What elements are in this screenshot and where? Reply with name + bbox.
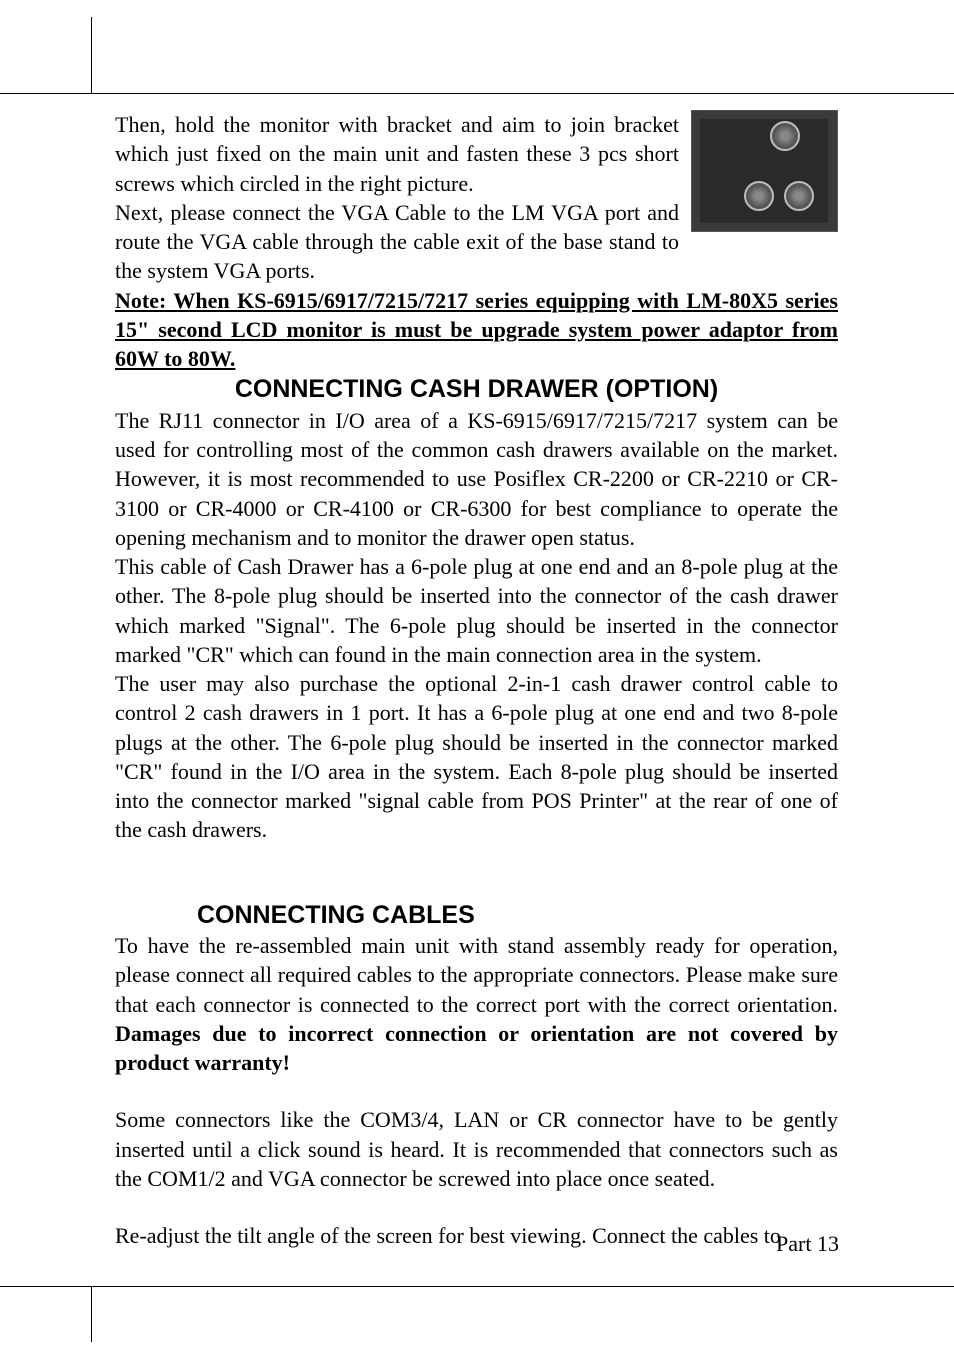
cables-paragraph-3: Re-adjust the tilt angle of the screen f… [115, 1221, 838, 1250]
power-adaptor-note: Note: When KS-6915/6917/7215/7217 series… [115, 286, 838, 374]
bracket-photo [691, 110, 838, 232]
heading-cash-drawer: CONNECTING CASH DRAWER (OPTION) [115, 373, 838, 406]
section-gap [115, 845, 838, 899]
screw-circle-2 [744, 181, 774, 211]
cables-paragraph-2: Some connectors like the COM3/4, LAN or … [115, 1105, 838, 1193]
bottom-vertical-stub [91, 1287, 92, 1342]
page-number: Part 13 [776, 1231, 839, 1257]
top-vertical-stub [91, 17, 92, 93]
paragraph-gap-1 [115, 1077, 838, 1105]
cash-drawer-paragraph-2: This cable of Cash Drawer has a 6-pole p… [115, 552, 838, 669]
cables-p1-text: To have the re-assembled main unit with … [115, 933, 838, 1017]
bottom-horizontal-rule [0, 1286, 954, 1287]
screw-circle-1 [770, 121, 800, 151]
cash-drawer-paragraph-1: The RJ11 connector in I/O area of a KS-6… [115, 406, 838, 552]
cables-paragraph-1: To have the re-assembled main unit with … [115, 931, 838, 1077]
cash-drawer-paragraph-3: The user may also purchase the optional … [115, 669, 838, 845]
paragraph-gap-2 [115, 1193, 838, 1221]
page: Then, hold the monitor with bracket and … [0, 0, 954, 1352]
content-area: Then, hold the monitor with bracket and … [115, 110, 838, 1250]
warranty-warning: Damages due to incorrect connection or o… [115, 1021, 838, 1075]
top-horizontal-rule [0, 93, 954, 94]
screw-circle-3 [784, 181, 814, 211]
heading-connecting-cables: CONNECTING CABLES [115, 899, 838, 932]
